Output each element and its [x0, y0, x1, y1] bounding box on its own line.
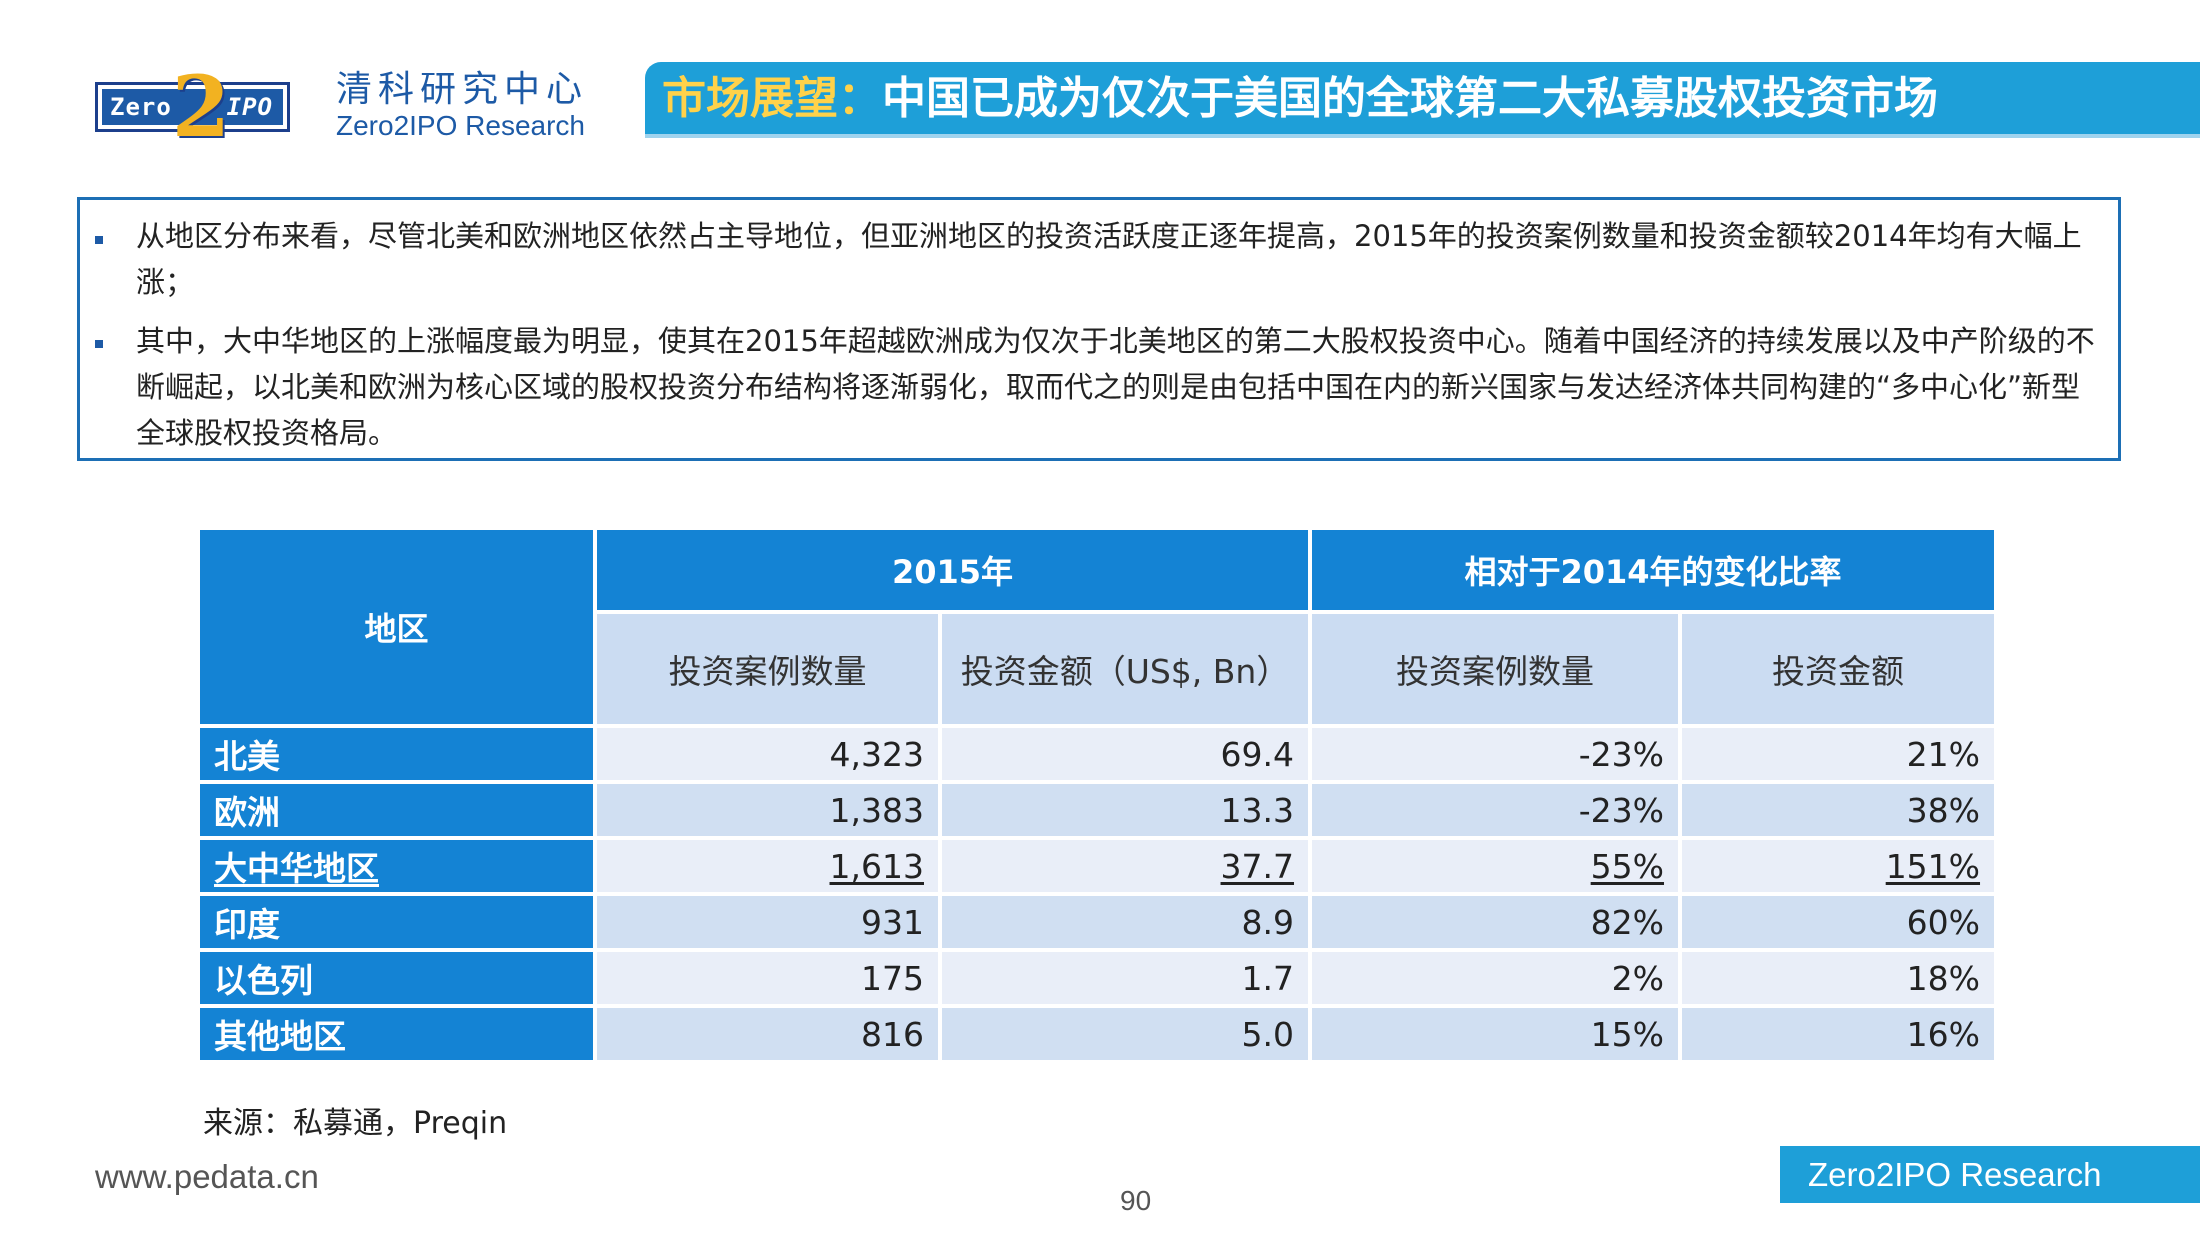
logo-digit-two: 2: [171, 57, 231, 156]
table-subheader-row: 投资案例数量 投资金额（US$, Bn） 投资案例数量 投资金额: [200, 614, 1995, 724]
page-number: 90: [1120, 1185, 1152, 1216]
cell-amount: 69.4: [942, 728, 1309, 780]
table-row: 以色列 175 1.7 2% 18%: [200, 952, 1995, 1004]
cell-cases: 175: [597, 952, 938, 1004]
logo-plate: Zero IPO: [102, 89, 283, 125]
summary-paragraph-2: 其中，大中华地区的上涨幅度最为明显，使其在2015年超越欧洲成为仅次于北美地区的…: [136, 324, 2095, 450]
cell-amount-change: 21%: [1682, 728, 1995, 780]
cell-cases: 816: [597, 1008, 938, 1060]
row-region: 印度: [200, 896, 593, 948]
table-header-row: 地区 2015年 相对于2014年的变化比率: [200, 530, 1995, 724]
logo: Zero IPO: [95, 82, 290, 132]
logo-text-ipo: IPO: [226, 93, 273, 121]
column-group-2015: 2015年: [597, 530, 1309, 610]
title-bar-accent-line: [645, 134, 2200, 138]
cell-amount-change: 18%: [1682, 952, 1995, 1004]
column-header-cases-change: 投资案例数量: [1312, 614, 1679, 724]
row-region: 其他地区: [200, 1008, 593, 1060]
cell-amount: 37.7: [942, 840, 1309, 892]
column-header-amount-change: 投资金额: [1682, 614, 1995, 724]
cell-cases: 4,323: [597, 728, 938, 780]
cell-cases-value: 1,613: [829, 846, 924, 886]
bullet-icon: [95, 340, 103, 348]
cell-amount: 8.9: [942, 896, 1309, 948]
row-region: 以色列: [200, 952, 593, 1004]
bullet-icon: [95, 236, 103, 244]
logo-text-zero: Zero: [110, 93, 172, 121]
cell-cases: 931: [597, 896, 938, 948]
cell-cases-change-value: 55%: [1590, 846, 1665, 886]
cell-cases-change: 2%: [1312, 952, 1679, 1004]
cell-amount-value: 37.7: [1220, 846, 1295, 886]
summary-paragraph-1: 从地区分布来看，尽管北美和欧洲地区依然占主导地位，但亚洲地区的投资活跃度正逐年提…: [136, 219, 2082, 299]
cell-amount-change: 38%: [1682, 784, 1995, 836]
row-region: 欧洲: [200, 784, 593, 836]
cell-amount: 13.3: [942, 784, 1309, 836]
column-header-cases-2015: 投资案例数量: [597, 614, 938, 724]
website-link[interactable]: www.pedata.cn: [95, 1158, 319, 1195]
cell-cases-change: 15%: [1312, 1008, 1679, 1060]
table-row: 欧洲 1,383 13.3 -23% 38%: [200, 784, 1995, 836]
cell-amount-change-value: 151%: [1885, 846, 1981, 886]
cell-amount-change: 151%: [1682, 840, 1995, 892]
row-region: 北美: [200, 728, 593, 780]
row-region: 大中华地区: [200, 840, 593, 892]
investment-by-region-table: 地区 2015年 相对于2014年的变化比率 投资案例数量 投资金额（US$, …: [196, 526, 1998, 1064]
cell-cases: 1,613: [597, 840, 938, 892]
cell-amount: 5.0: [942, 1008, 1309, 1060]
row-region-label: 大中华地区: [214, 849, 379, 888]
page-title-main: 中国已成为仅次于美国的全球第二大私募股权投资市场: [882, 73, 1938, 124]
cell-cases-change: -23%: [1312, 728, 1679, 780]
cell-cases-change: 82%: [1312, 896, 1679, 948]
column-header-region: 地区: [200, 530, 593, 724]
cell-cases-change: -23%: [1312, 784, 1679, 836]
cell-cases: 1,383: [597, 784, 938, 836]
summary-box: [77, 197, 2121, 461]
column-group-change-vs-2014: 相对于2014年的变化比率: [1312, 530, 1995, 610]
source-note: 来源：私募通，Preqin: [203, 1106, 508, 1141]
cell-cases-change: 55%: [1312, 840, 1679, 892]
table-row: 印度 931 8.9 82% 60%: [200, 896, 1995, 948]
brand-name-chinese: 清科研究中心: [336, 69, 589, 110]
table-row: 其他地区 816 5.0 15% 16%: [200, 1008, 1995, 1060]
table-row-highlighted: 大中华地区 1,613 37.7 55% 151%: [200, 840, 1995, 892]
page-title-highlight: 市场展望：: [662, 73, 882, 124]
column-header-amount-2015: 投资金额（US$, Bn）: [942, 614, 1309, 724]
brand-name-english: Zero2IPO Research: [336, 110, 585, 141]
footer-brand-badge: Zero2IPO Research: [1780, 1146, 2200, 1203]
table-row: 北美 4,323 69.4 -23% 21%: [200, 728, 1995, 780]
cell-amount-change: 60%: [1682, 896, 1995, 948]
page-title: 市场展望：中国已成为仅次于美国的全球第二大私募股权投资市场: [662, 70, 1938, 128]
cell-amount: 1.7: [942, 952, 1309, 1004]
cell-amount-change: 16%: [1682, 1008, 1995, 1060]
title-bar: [645, 62, 2200, 137]
